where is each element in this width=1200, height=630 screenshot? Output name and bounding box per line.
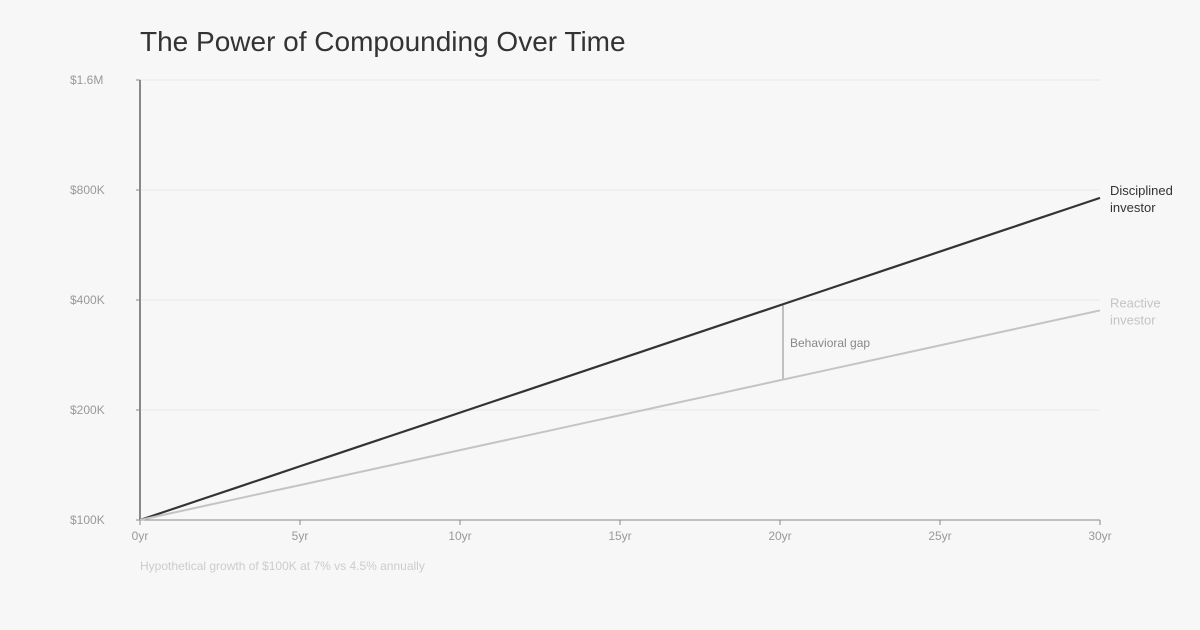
chart-caption: Hypothetical growth of $100K at 7% vs 4.… xyxy=(140,559,425,573)
series-label-line: investor xyxy=(1110,200,1156,215)
gridlines xyxy=(140,79,1100,411)
x-axis-ticks: 0yr 5yr 10yr 15yr 20yr 25yr 30yr xyxy=(132,520,1112,543)
series-labels: Disciplined investor Reactive investor xyxy=(1110,183,1173,328)
series-label-line: Reactive xyxy=(1110,295,1161,310)
x-tick-label: 20yr xyxy=(768,529,791,543)
y-tick-label: $100K xyxy=(70,513,105,527)
y-tick-label: $1.6M xyxy=(70,73,103,87)
behavioral-gap-label: Behavioral gap xyxy=(790,336,870,350)
series-label: Reactive investor xyxy=(1110,295,1161,327)
y-tick-label: $200K xyxy=(70,403,105,417)
annotations: Behavioral gap xyxy=(782,305,870,381)
series-lines xyxy=(139,196,1101,522)
series-line-disciplined-investor xyxy=(139,196,1101,522)
x-tick-label: 0yr xyxy=(132,529,149,543)
series-label: Disciplined investor xyxy=(1110,183,1173,215)
series-line-reactive-investor xyxy=(139,309,1101,521)
series-label-line: investor xyxy=(1110,312,1156,327)
series-label-line: Disciplined xyxy=(1110,183,1173,198)
x-tick-label: 15yr xyxy=(608,529,631,543)
y-tick-label: $400K xyxy=(70,293,105,307)
chart-title: The Power of Compounding Over Time xyxy=(140,26,626,57)
x-tick-label: 30yr xyxy=(1088,529,1111,543)
x-tick-label: 25yr xyxy=(928,529,951,543)
y-axis-ticks: $100K $200K $400K $800K $1.6M xyxy=(70,73,140,527)
y-tick-label: $800K xyxy=(70,183,105,197)
x-tick-label: 5yr xyxy=(292,529,309,543)
x-tick-label: 10yr xyxy=(448,529,471,543)
